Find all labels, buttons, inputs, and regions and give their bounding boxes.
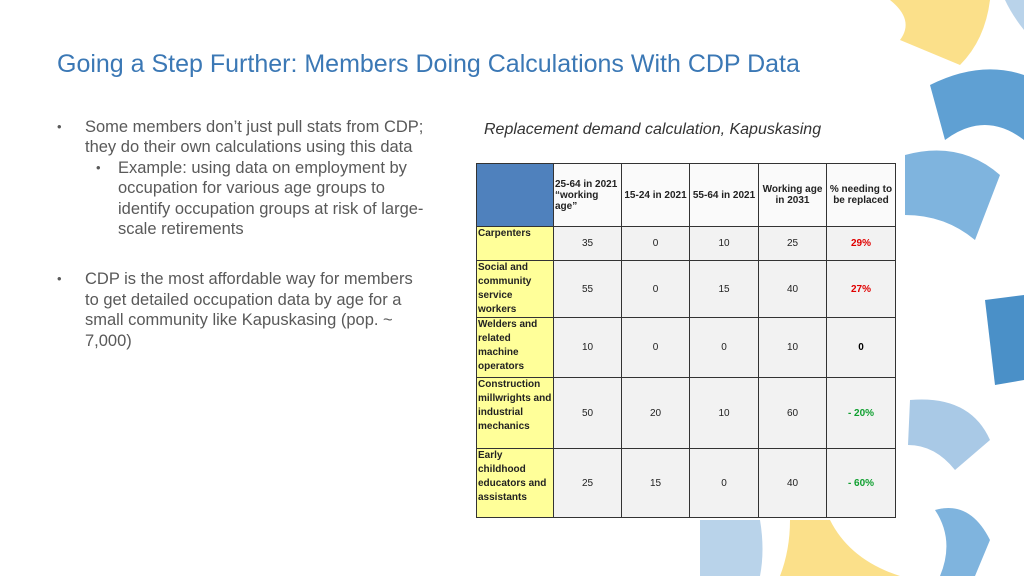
- header-cell: % needing to be replaced: [826, 163, 896, 227]
- table-cell: - 20%: [826, 377, 896, 449]
- table-row: Construction millwrights and industrial …: [476, 377, 896, 449]
- header-cell: Working age in 2031: [758, 163, 827, 227]
- table-cell: 25: [553, 448, 622, 518]
- row-label: Carpenters: [476, 226, 554, 261]
- table-cell: 0: [621, 260, 690, 318]
- table-cell: 0: [621, 317, 690, 378]
- deco-shape: [700, 520, 763, 576]
- bullet: CDP is the most affordable way for membe…: [57, 269, 427, 351]
- bullet: Some members don’t just pull stats from …: [57, 117, 427, 158]
- table-cell: 0: [689, 448, 759, 518]
- table-row: Carpenters 35 0 10 25 29%: [476, 226, 896, 261]
- header-cell: 25-64 in 2021 “working age”: [553, 163, 622, 227]
- table-cell: 10: [758, 317, 827, 378]
- deco-shape: [908, 399, 990, 470]
- table-cell: 50: [553, 377, 622, 449]
- table-cell: 60: [758, 377, 827, 449]
- table-cell: 0: [689, 317, 759, 378]
- deco-shape: [780, 520, 900, 576]
- table-cell: 20: [621, 377, 690, 449]
- row-label: Early childhood educators and assistants: [476, 448, 554, 518]
- table-cell: 35: [553, 226, 622, 261]
- table-cell: 55: [553, 260, 622, 318]
- row-label: Welders and related machine operators: [476, 317, 554, 378]
- deco-shape: [1005, 0, 1024, 30]
- header-cell: 55-64 in 2021: [689, 163, 759, 227]
- row-label: Construction millwrights and industrial …: [476, 377, 554, 449]
- sub-bullet: Example: using data on employment by occ…: [85, 158, 427, 240]
- header-cell: [476, 163, 554, 227]
- table-cell: 10: [553, 317, 622, 378]
- table: 25-64 in 2021 “working age” 15-24 in 202…: [476, 163, 896, 518]
- deco-shape: [905, 150, 1000, 240]
- deco-shape: [985, 295, 1024, 385]
- table-cell: 15: [621, 448, 690, 518]
- table-cell: 10: [689, 226, 759, 261]
- deco-shape: [890, 0, 990, 65]
- table-cell: 25: [758, 226, 827, 261]
- table-row: Welders and related machine operators 10 0…: [476, 317, 896, 378]
- table-cell: 27%: [826, 260, 896, 318]
- table-cell: 0: [621, 226, 690, 261]
- table-cell: 0: [826, 317, 896, 378]
- title: Going a Step Further: Members Doing Calc…: [57, 50, 800, 78]
- table-caption: Replacement demand calculation, Kapuskas…: [484, 121, 822, 138]
- table-row: Early childhood educators and assistants…: [476, 448, 896, 518]
- bullet-list: Some members don’t just pull stats from …: [57, 117, 427, 351]
- table-cell: 10: [689, 377, 759, 449]
- table-cell: 40: [758, 260, 827, 318]
- row-label: Social and community service workers: [476, 260, 554, 318]
- table-cell: 29%: [826, 226, 896, 261]
- header-row: 25-64 in 2021 “working age” 15-24 in 202…: [476, 163, 896, 227]
- header-cell: 15-24 in 2021: [621, 163, 690, 227]
- deco-shape: [935, 508, 990, 576]
- deco-shape: [930, 69, 1024, 140]
- table-cell: - 60%: [826, 448, 896, 518]
- table-cell: 15: [689, 260, 759, 318]
- table-row: Social and community service workers 55 0 1…: [476, 260, 896, 318]
- table-cell: 40: [758, 448, 827, 518]
